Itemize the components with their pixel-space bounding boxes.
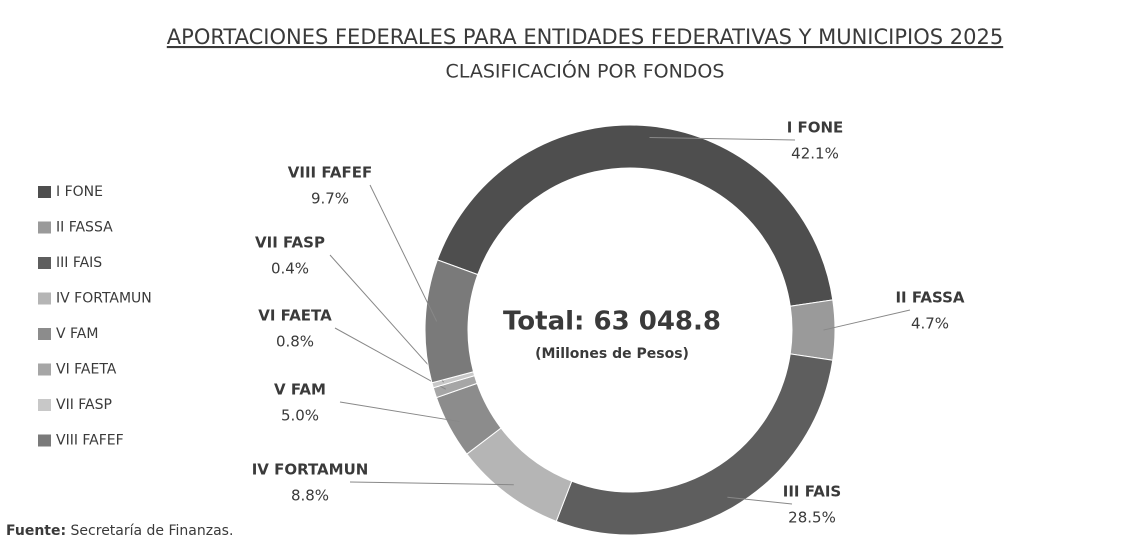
slice-name: II FASSA (895, 289, 964, 307)
legend-swatch (38, 292, 51, 305)
center-sublabel: (Millones de Pesos) (535, 346, 689, 362)
slice-value: 42.1% (791, 145, 839, 163)
center-label: Total: 63 048.8 (503, 307, 721, 337)
slice-name: V FAM (274, 381, 326, 399)
leader-line (727, 496, 793, 505)
leader-line (329, 254, 445, 383)
leader-line (369, 184, 438, 322)
legend-label: II FASSA (56, 220, 113, 236)
legend-swatch (38, 257, 51, 269)
slice-value: 9.7% (311, 190, 349, 208)
legend-label: IV FORTAMUN (56, 291, 152, 307)
slice-value: 0.4% (271, 260, 309, 278)
leader-line (339, 401, 460, 423)
legend-label: VIII FAFEF (56, 433, 124, 449)
legend-swatch (38, 186, 51, 198)
slice-name: III FAIS (783, 483, 841, 501)
slice-value: 5.0% (281, 407, 319, 425)
legend-label: VI FAETA (56, 362, 117, 378)
legend-label: V FAM (56, 326, 98, 342)
source: Fuente: Secretaría de Finanzas. (6, 523, 233, 539)
source-label: Fuente: (6, 523, 66, 539)
leader-line (334, 327, 447, 390)
slice-value: 4.7% (911, 315, 949, 333)
legend-swatch (38, 434, 51, 447)
slice-value: 28.5% (788, 509, 836, 527)
slice-name: VI FAETA (258, 307, 332, 325)
donut-slice (436, 124, 834, 307)
legend-swatch (38, 399, 51, 411)
legend-swatch (38, 221, 51, 234)
leader-line (823, 309, 911, 331)
leader-line (649, 136, 796, 141)
source-text: Secretaría de Finanzas. (71, 523, 234, 539)
legend-swatch (38, 328, 51, 340)
chart-subtitle: CLASIFICACIÓN POR FONDOS (446, 59, 725, 83)
donut-slice (424, 259, 479, 384)
slice-name: VIII FAFEF (288, 164, 372, 182)
donut-slice (789, 299, 836, 361)
slice-value: 0.8% (276, 333, 314, 351)
slice-value: 8.8% (291, 487, 329, 505)
legend-swatch (38, 363, 51, 376)
chart-title: APORTACIONES FEDERALES PARA ENTIDADES FE… (167, 25, 1003, 49)
legend-label: I FONE (56, 184, 103, 200)
leader-line (349, 481, 514, 486)
slice-name: IV FORTAMUN (252, 461, 369, 479)
slice-name: VII FASP (255, 234, 325, 252)
legend-label: III FAIS (56, 255, 102, 271)
legend-label: VII FASP (56, 397, 112, 413)
slice-name: I FONE (787, 119, 844, 137)
